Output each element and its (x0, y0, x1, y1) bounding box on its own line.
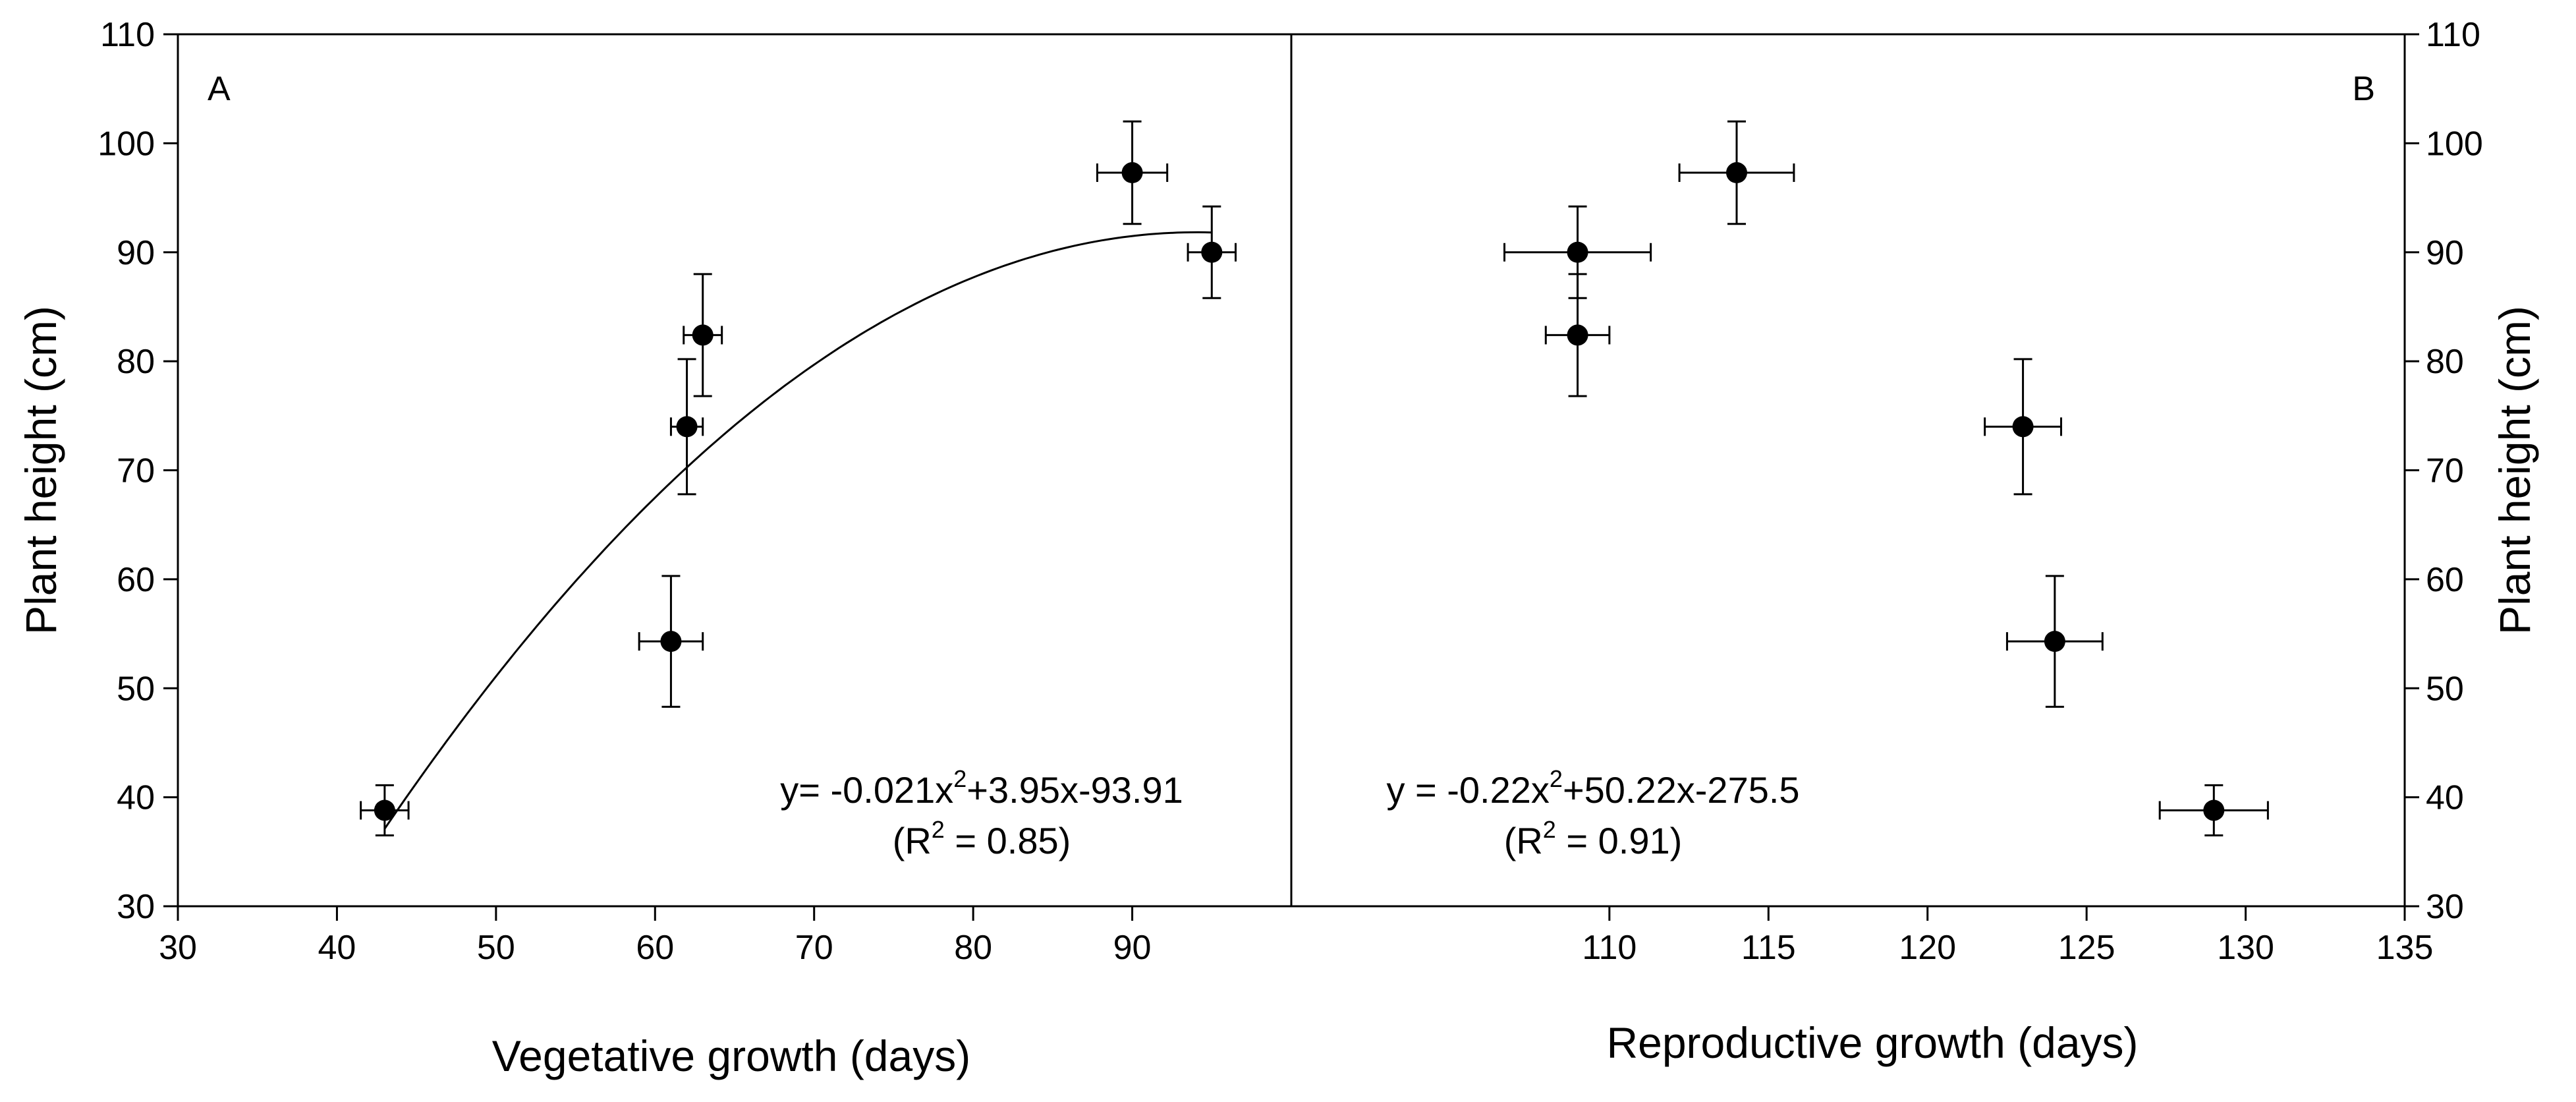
r-squared: (R2 = 0.85) (893, 816, 1071, 861)
y-tick-label: 70 (2426, 452, 2464, 490)
x-tick-label: 120 (1899, 929, 1956, 967)
data-point (676, 416, 698, 438)
y-tick-label: 90 (2426, 234, 2464, 272)
data-point (692, 324, 714, 346)
data-point (1201, 241, 1223, 263)
data-point (374, 799, 395, 821)
y-tick-label: 100 (2426, 125, 2483, 163)
x-tick-label: 135 (2376, 929, 2434, 967)
x-tick-label: 40 (318, 929, 356, 967)
data-point (2012, 416, 2034, 438)
panel-label: B (2352, 70, 2375, 108)
y-tick-label: 60 (2426, 561, 2464, 599)
y-tick-label: 30 (2426, 888, 2464, 926)
panel-a: 30 40 50 60 70 80 90 100 110 30 40 50 60 70 80 90 Vegeta… (16, 16, 1237, 1080)
data-point (2203, 799, 2225, 821)
x-tick-label: 125 (2058, 929, 2115, 967)
y-tick-label: 90 (117, 234, 155, 272)
data-point (660, 631, 682, 652)
x-tick-label: 80 (954, 929, 992, 967)
y-tick-label: 100 (98, 125, 155, 163)
y-tick-label: 40 (2426, 779, 2464, 817)
x-tick-label: 130 (2217, 929, 2274, 967)
y-tick-label: 50 (2426, 670, 2464, 708)
fit-equation: y= -0.021x2+3.95x-93.91 (780, 765, 1183, 811)
y-tick-label: 80 (2426, 343, 2464, 381)
data-point (1121, 162, 1143, 184)
data-point (1726, 162, 1747, 184)
data-point (2044, 631, 2065, 652)
x-axis-title: Vegetative growth (days) (492, 1031, 970, 1080)
y-tick-label: 30 (117, 888, 155, 926)
fit-curve (383, 231, 1212, 830)
x-tick-label: 60 (636, 929, 674, 967)
x-tick-label: 70 (795, 929, 833, 967)
y-tick-label: 110 (100, 16, 155, 54)
data-point (1567, 324, 1588, 346)
y-tick-label: 50 (117, 670, 155, 708)
panel-b: 30 40 50 60 70 80 90 100 110 110 115 120 125 130 135 Re… (1386, 16, 2539, 1067)
y-tick-label: 110 (2426, 16, 2480, 54)
y-tick-label: 60 (117, 561, 155, 599)
y-axis-title: Plant height (cm) (16, 306, 65, 635)
fit-equation: y = -0.22x2+50.22x-275.5 (1386, 765, 1799, 811)
y-tick-label: 40 (117, 779, 155, 817)
y-tick-label: 80 (117, 343, 155, 381)
y-axis-title: Plant height (cm) (2490, 306, 2539, 635)
x-tick-label: 30 (159, 929, 197, 967)
x-tick-label: 50 (477, 929, 515, 967)
x-tick-label: 115 (1741, 929, 1796, 967)
y-tick-label: 70 (117, 452, 155, 490)
data-point (1567, 241, 1588, 263)
panel-label: A (208, 70, 231, 108)
r-squared: (R2 = 0.91) (1504, 816, 1683, 861)
x-axis-title: Reproductive growth (days) (1606, 1018, 2138, 1067)
x-tick-label: 110 (1582, 929, 1637, 967)
x-tick-label: 90 (1113, 929, 1152, 967)
